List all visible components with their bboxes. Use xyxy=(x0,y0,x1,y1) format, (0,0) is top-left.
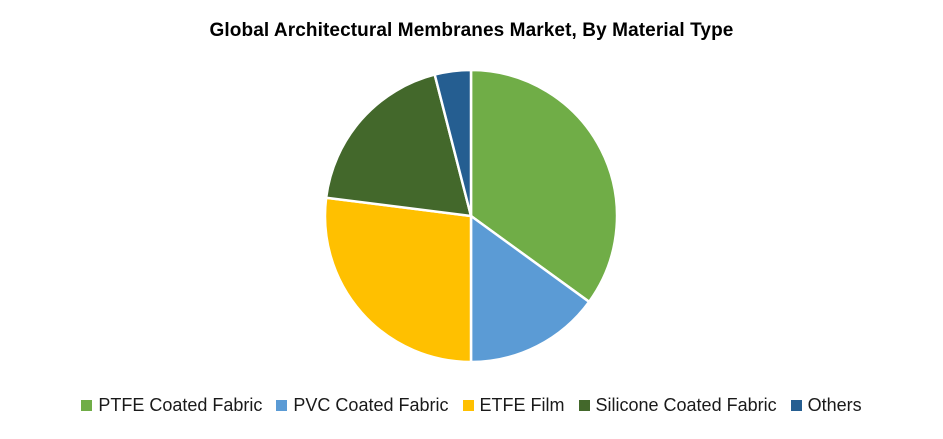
legend-label: ETFE Film xyxy=(479,395,565,415)
legend-item-etfe-film: ETFE Film xyxy=(462,395,565,416)
legend-item-pvc-coated-fabric: PVC Coated Fabric xyxy=(276,395,449,416)
legend-swatch xyxy=(462,400,474,411)
legend-label: Others xyxy=(807,395,862,415)
legend-swatch xyxy=(81,400,93,411)
pie-slice-pvc-coated-fabric xyxy=(469,214,591,364)
legend-label: PVC Coated Fabric xyxy=(293,395,449,415)
pie-slice-silicone-coated-fabric xyxy=(324,73,473,218)
pie-slice-ptfe-coated-fabric xyxy=(469,68,619,304)
legend-label: Silicone Coated Fabric xyxy=(595,395,777,415)
legend-item-silicone-coated-fabric: Silicone Coated Fabric xyxy=(578,395,777,416)
chart-legend: PTFE Coated Fabric PVC Coated Fabric ETFE … xyxy=(0,395,943,416)
pie-slice-etfe-film xyxy=(323,196,473,364)
legend-swatch xyxy=(790,400,802,411)
legend-label: PTFE Coated Fabric xyxy=(98,395,263,415)
pie-slice-others xyxy=(433,68,473,218)
legend-item-ptfe-coated-fabric: PTFE Coated Fabric xyxy=(81,395,262,416)
legend-swatch xyxy=(578,400,590,411)
legend-swatch xyxy=(276,400,288,411)
legend-item-others: Others xyxy=(790,395,862,416)
chart-title: Global Architectural Membranes Market, B… xyxy=(209,20,734,41)
